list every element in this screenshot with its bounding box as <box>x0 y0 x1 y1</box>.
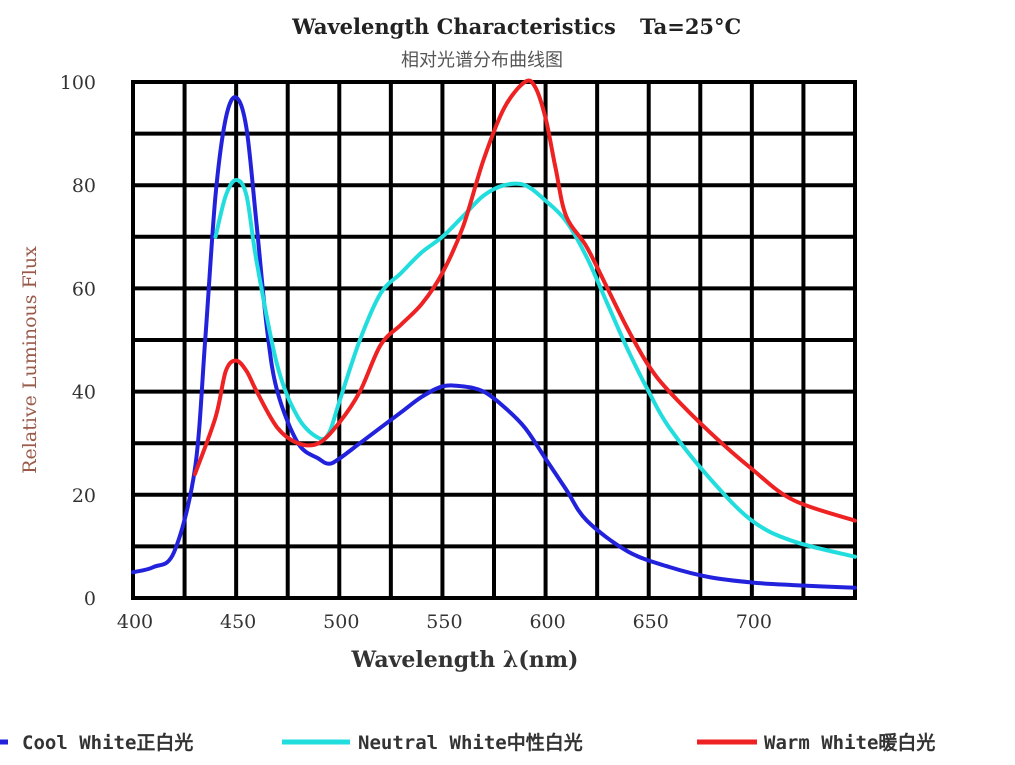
legend: Cool White正白光 Neutral White中性白光 Warm White… <box>0 731 935 754</box>
series-line-warm-white <box>192 78 857 523</box>
series-line-neutral-white <box>213 178 857 559</box>
y-tick-label: 20 <box>72 485 96 507</box>
y-tick-label: 40 <box>72 382 96 404</box>
y-tick-label: 60 <box>72 278 96 300</box>
x-tick-label: 500 <box>323 611 359 633</box>
x-tick-label: 550 <box>426 611 462 633</box>
legend-label-neutral-white: Neutral White中性白光 <box>358 731 583 754</box>
chart-subtitle: 相对光谱分布曲线图 <box>401 50 563 71</box>
x-tick-label: 400 <box>117 611 153 633</box>
y-axis-label: Relative Luminous Flux <box>19 246 41 474</box>
x-tick-label: 700 <box>736 611 772 633</box>
x-tick-label: 450 <box>220 611 256 633</box>
x-tick-label: 650 <box>633 611 669 633</box>
x-axis-label: Wavelength λ(nm) <box>351 647 579 673</box>
y-tick-labels: 0 20 40 60 80 100 <box>60 72 96 610</box>
y-tick-label: 80 <box>72 175 96 197</box>
grid-lines <box>133 82 855 598</box>
legend-label-warm-white: Warm White暖白光 <box>764 731 935 754</box>
x-tick-label: 600 <box>529 611 565 633</box>
y-tick-label: 0 <box>84 588 96 610</box>
series-line-cool-white <box>131 95 857 590</box>
x-tick-labels: 400 450 500 550 600 650 700 <box>117 611 772 633</box>
series-group <box>131 78 857 590</box>
legend-label-cool-white: Cool White正白光 <box>22 731 193 754</box>
chart-title-condition: Ta=25°C <box>640 14 741 39</box>
chart-title: Wavelength Characteristics <box>291 14 616 39</box>
y-tick-label: 100 <box>60 72 96 94</box>
